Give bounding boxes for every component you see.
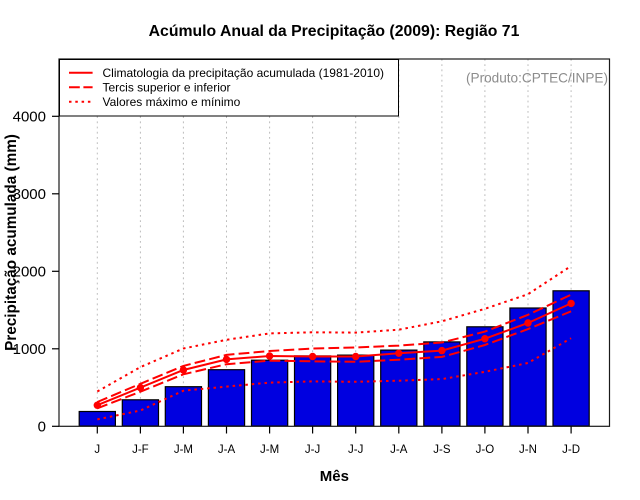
svg-text:1000: 1000 bbox=[13, 341, 46, 358]
svg-text:Valores máximo e mínimo: Valores máximo e mínimo bbox=[103, 95, 241, 109]
svg-text:Tercis superior e inferior: Tercis superior e inferior bbox=[103, 81, 231, 95]
svg-text:J-J: J-J bbox=[305, 444, 320, 456]
svg-text:Precipitação acumulada (mm): Precipitação acumulada (mm) bbox=[3, 134, 20, 351]
svg-text:J-S: J-S bbox=[433, 444, 451, 456]
svg-text:J-M: J-M bbox=[174, 444, 193, 456]
svg-text:J-A: J-A bbox=[218, 444, 236, 456]
svg-text:(Produto:CPTEC/INPE): (Produto:CPTEC/INPE) bbox=[466, 71, 608, 86]
svg-text:Mês: Mês bbox=[320, 468, 349, 485]
svg-text:3000: 3000 bbox=[13, 186, 46, 203]
svg-text:J-O: J-O bbox=[476, 444, 495, 456]
svg-text:J-F: J-F bbox=[132, 444, 149, 456]
svg-text:J-A: J-A bbox=[390, 444, 408, 456]
svg-text:0: 0 bbox=[38, 419, 46, 436]
svg-text:J-M: J-M bbox=[260, 444, 279, 456]
svg-text:J: J bbox=[94, 444, 100, 456]
svg-text:J-D: J-D bbox=[562, 444, 580, 456]
svg-text:J-N: J-N bbox=[519, 444, 537, 456]
svg-text:Acúmulo Anual da Precipitação: Acúmulo Anual da Precipitação (2009): Re… bbox=[149, 23, 520, 40]
svg-text:4000: 4000 bbox=[13, 109, 46, 126]
svg-text:Climatologia da precipitação a: Climatologia da precipitação acumulada (… bbox=[103, 66, 385, 80]
svg-text:J-J: J-J bbox=[348, 444, 363, 456]
svg-text:2000: 2000 bbox=[13, 264, 46, 281]
